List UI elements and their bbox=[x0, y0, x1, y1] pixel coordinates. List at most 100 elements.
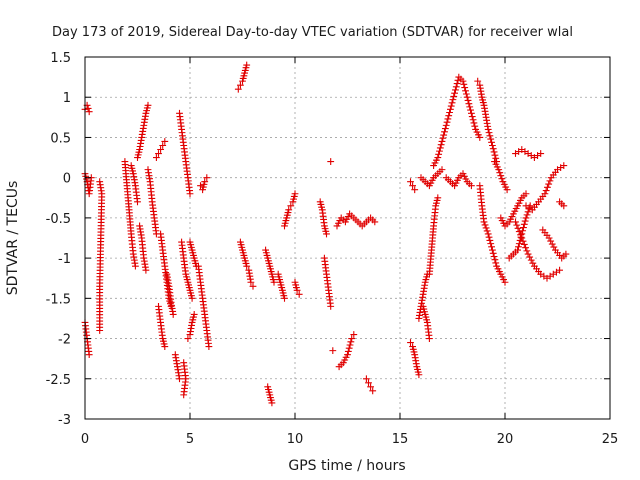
data-point bbox=[249, 282, 257, 290]
data-point bbox=[161, 138, 169, 145]
x-tick-label: 15 bbox=[392, 432, 409, 447]
data-point bbox=[464, 97, 472, 104]
data-point bbox=[462, 90, 470, 98]
data-point bbox=[514, 224, 522, 232]
data-point bbox=[467, 106, 474, 114]
data-point bbox=[243, 262, 251, 270]
data-point bbox=[520, 224, 527, 231]
data-point bbox=[463, 93, 471, 101]
data-point bbox=[327, 302, 335, 310]
data-point bbox=[487, 135, 495, 143]
y-tick-label: 0.5 bbox=[50, 131, 71, 146]
plot-frame bbox=[84, 56, 611, 420]
data-point bbox=[480, 218, 488, 226]
data-point bbox=[132, 262, 139, 270]
data-point bbox=[438, 166, 446, 174]
data-point bbox=[501, 278, 509, 286]
data-point bbox=[270, 278, 278, 286]
data-point bbox=[512, 218, 519, 226]
data-point bbox=[490, 148, 498, 156]
data-point bbox=[437, 141, 445, 149]
data-point bbox=[556, 266, 563, 274]
data-point bbox=[515, 240, 523, 248]
data-point bbox=[445, 112, 453, 120]
data-point bbox=[344, 348, 352, 355]
data-point bbox=[490, 253, 498, 260]
data-point bbox=[488, 243, 495, 251]
data-point bbox=[487, 240, 495, 248]
data-point bbox=[201, 178, 209, 186]
data-point bbox=[560, 162, 568, 169]
data-point bbox=[84, 105, 92, 112]
data-point bbox=[367, 383, 374, 391]
data-point bbox=[85, 351, 93, 359]
x-tick-label: 0 bbox=[81, 432, 89, 447]
data-point bbox=[285, 206, 293, 214]
data-point bbox=[161, 343, 169, 350]
data-point bbox=[327, 158, 335, 165]
data-point bbox=[459, 77, 467, 85]
data-point bbox=[489, 142, 496, 149]
data-point bbox=[518, 234, 526, 242]
data-point bbox=[434, 194, 442, 202]
data-point bbox=[441, 125, 449, 132]
data-point bbox=[449, 96, 457, 104]
data-point bbox=[247, 278, 255, 286]
data-point bbox=[346, 341, 354, 349]
data-point bbox=[184, 335, 192, 342]
data-point bbox=[471, 122, 479, 130]
data-point bbox=[295, 290, 303, 298]
data-point bbox=[350, 331, 358, 338]
y-tick-label: 0 bbox=[63, 172, 71, 187]
data-point bbox=[144, 101, 152, 109]
data-point bbox=[545, 180, 553, 188]
data-point bbox=[521, 217, 529, 225]
data-point bbox=[234, 85, 242, 93]
data-point bbox=[371, 218, 379, 226]
data-point bbox=[496, 169, 504, 177]
data-point bbox=[287, 202, 295, 210]
data-point bbox=[489, 249, 497, 257]
data-point bbox=[323, 230, 330, 238]
data-point bbox=[545, 234, 553, 242]
data-points bbox=[81, 61, 570, 407]
data-point bbox=[515, 228, 523, 235]
data-point bbox=[470, 119, 478, 127]
data-point bbox=[205, 343, 213, 350]
data-point bbox=[469, 116, 477, 124]
data-point bbox=[483, 227, 491, 235]
data-point bbox=[481, 221, 489, 229]
data-point bbox=[489, 246, 496, 254]
y-tick-label: -1.5 bbox=[46, 292, 71, 307]
data-point bbox=[281, 294, 288, 302]
data-point bbox=[547, 237, 555, 245]
data-point bbox=[476, 134, 484, 141]
data-point bbox=[186, 190, 194, 198]
x-tick-label: 10 bbox=[287, 432, 304, 447]
data-point bbox=[495, 166, 503, 174]
data-point bbox=[176, 375, 183, 383]
data-point bbox=[157, 146, 164, 153]
data-point bbox=[441, 128, 448, 136]
y-tick-label: -0.5 bbox=[46, 212, 71, 227]
data-point bbox=[491, 256, 499, 264]
data-point bbox=[96, 327, 104, 334]
data-point bbox=[548, 240, 556, 248]
data-point bbox=[85, 108, 93, 116]
data-point bbox=[517, 231, 524, 239]
data-point bbox=[291, 190, 299, 198]
data-point bbox=[546, 177, 554, 185]
data-point bbox=[520, 220, 528, 228]
data-point bbox=[465, 100, 473, 108]
x-tick-label: 5 bbox=[186, 432, 194, 447]
data-point bbox=[369, 387, 377, 395]
data-point bbox=[519, 227, 527, 235]
data-point bbox=[454, 76, 462, 84]
data-point bbox=[498, 175, 506, 183]
data-point bbox=[462, 87, 469, 95]
data-point bbox=[180, 391, 188, 399]
data-point bbox=[550, 243, 558, 251]
data-point bbox=[434, 154, 442, 161]
data-point bbox=[134, 198, 141, 206]
